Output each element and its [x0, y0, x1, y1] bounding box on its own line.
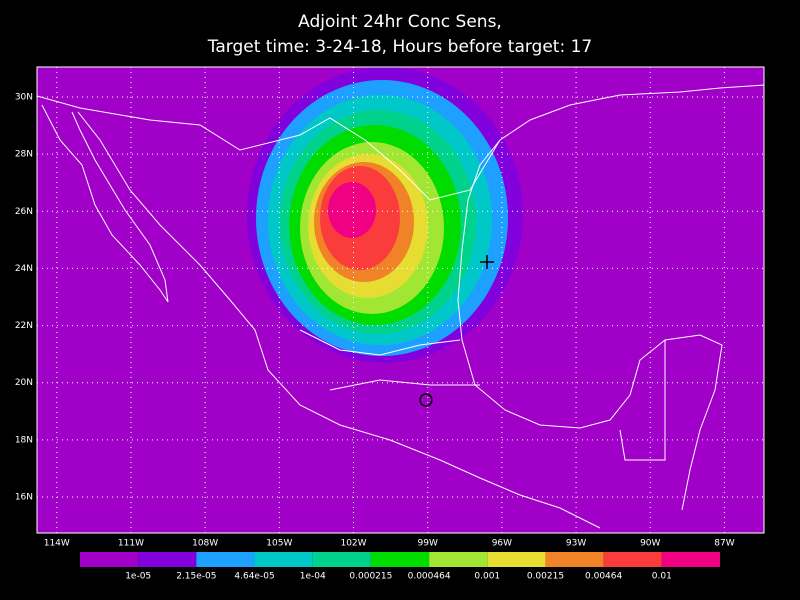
lat-tick-label: 18N: [15, 435, 33, 445]
grid: [37, 67, 764, 533]
colorbar-box: [80, 552, 139, 567]
colorbar-box: [429, 552, 488, 567]
baja: [41, 104, 169, 303]
lat-tick-label: 26N: [15, 207, 33, 217]
colorbar-label: 4.64e-05: [234, 572, 274, 582]
target-markers: [419, 255, 494, 407]
colorbar-label: 0.000464: [408, 572, 451, 582]
title-line: Adjoint 24hr Conc Sens,: [298, 12, 502, 32]
lon-tick-label: 114W: [44, 539, 70, 549]
lat-tick-label: 20N: [15, 378, 33, 388]
colorbar-label: 0.000215: [349, 572, 392, 582]
colorbar-label: 1e-05: [125, 572, 151, 582]
colorbar-label: 0.01: [652, 572, 672, 582]
contour-level: [328, 182, 376, 238]
lon-tick-label: 102W: [340, 539, 366, 549]
pacific-coast: [77, 111, 601, 529]
colorbar: 1e-05 2.15e-05 4.64e-05 1e-04 0.000215 0.0004…: [80, 552, 720, 582]
colorbar-label: 0.001: [474, 572, 500, 582]
colorbar-box: [603, 552, 662, 567]
lat-tick-label: 28N: [15, 150, 33, 160]
lon-tick-label: 90W: [640, 539, 660, 549]
colorbar-box: [487, 552, 546, 567]
lon-tick-label: 105W: [266, 539, 292, 549]
lat-tick-label: 24N: [15, 264, 33, 274]
lon-tick-label: 93W: [566, 539, 586, 549]
title-line: Target time: 3-24-18, Hours before targe…: [207, 37, 592, 57]
lon-tick-label: 111W: [118, 539, 144, 549]
colorbar-label: 0.00464: [585, 572, 622, 582]
lon-tick-label: 99W: [418, 539, 438, 549]
colorbar-box: [661, 552, 720, 567]
coastlines: [37, 84, 764, 529]
colorbar-box: [370, 552, 430, 567]
plus-marker: [480, 255, 494, 269]
lat-tick-label: 30N: [15, 93, 33, 103]
map-frame: [36, 66, 765, 534]
colorbar-box: [138, 552, 197, 567]
colorbar-box: [254, 552, 313, 567]
us-gulf-coast: [499, 84, 764, 141]
colorbar-label: 2.15e-05: [176, 572, 216, 582]
lon-tick-label: 96W: [492, 539, 512, 549]
borders: [299, 329, 666, 461]
lat-tick-label: 22N: [15, 321, 33, 331]
colorbar-box: [545, 552, 604, 567]
colorbar-box: [196, 552, 255, 567]
lon-tick-label: 108W: [192, 539, 218, 549]
lon-tick-label: 87W: [714, 539, 734, 549]
colorbar-label: 1e-04: [300, 572, 326, 582]
lat-tick-label: 16N: [15, 493, 33, 503]
sensitivity-field: [247, 67, 523, 363]
colorbar-box: [312, 552, 371, 567]
colorbar-label: 0.00215: [527, 572, 564, 582]
gulf-coast: [457, 139, 723, 511]
us-border: [37, 95, 501, 201]
circle-marker: [419, 393, 433, 407]
